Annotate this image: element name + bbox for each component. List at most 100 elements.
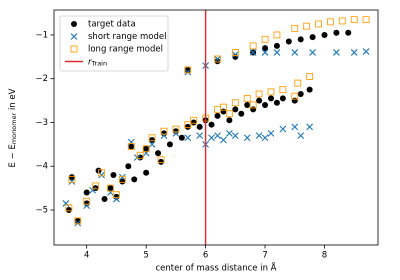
point — [89, 186, 97, 194]
point — [261, 134, 269, 142]
point — [157, 156, 165, 164]
point — [196, 123, 203, 130]
point — [243, 94, 251, 102]
point — [231, 51, 239, 59]
point — [273, 99, 280, 106]
legend-marker — [70, 45, 78, 53]
point — [172, 125, 180, 133]
x-tick-label: 6 — [203, 251, 208, 261]
point — [214, 132, 221, 139]
point — [219, 103, 227, 111]
point — [160, 127, 168, 135]
legend-label-subscript: Train — [91, 60, 108, 68]
point — [231, 48, 239, 56]
point — [184, 66, 191, 73]
point — [113, 195, 120, 203]
point — [338, 17, 346, 25]
point — [136, 151, 144, 159]
point — [74, 219, 82, 227]
point — [92, 185, 99, 192]
y-tick-label: −3 — [35, 118, 48, 128]
point — [267, 88, 275, 96]
point — [294, 79, 302, 87]
point — [208, 121, 215, 128]
point — [345, 29, 352, 36]
point — [65, 206, 72, 213]
point — [166, 141, 173, 148]
point — [196, 132, 204, 139]
point — [303, 22, 311, 30]
point — [172, 128, 179, 135]
point — [74, 217, 82, 225]
point — [249, 42, 257, 50]
point — [214, 112, 221, 119]
point — [220, 136, 227, 144]
point — [107, 185, 114, 192]
point — [267, 130, 275, 137]
point — [119, 178, 126, 185]
point — [184, 121, 192, 129]
point — [238, 110, 245, 117]
point — [137, 154, 144, 161]
y-axis-label: E − Emonomer in eV — [8, 88, 19, 167]
point — [306, 86, 313, 93]
point — [83, 197, 91, 205]
point — [98, 171, 105, 179]
y-tick-label: −5 — [35, 205, 48, 215]
point — [184, 66, 192, 74]
point — [285, 38, 292, 45]
legend-label: short range model — [88, 32, 166, 42]
point — [244, 101, 251, 108]
point — [306, 73, 314, 80]
point — [110, 171, 117, 178]
point — [68, 178, 76, 185]
point — [273, 49, 281, 56]
x-tick-label: 4 — [84, 251, 89, 261]
point — [225, 130, 233, 137]
point — [148, 140, 156, 148]
point — [190, 116, 198, 124]
point — [113, 193, 120, 200]
point — [226, 117, 233, 124]
point — [214, 58, 221, 65]
point — [291, 49, 299, 56]
point — [231, 99, 239, 107]
x-axis-label: center of mass distance in Å — [156, 262, 277, 274]
point — [92, 182, 100, 190]
point — [291, 97, 298, 104]
point — [98, 169, 106, 177]
point — [143, 169, 150, 176]
point — [309, 49, 316, 56]
point — [261, 35, 269, 43]
point — [326, 18, 334, 26]
point — [160, 130, 167, 137]
point — [83, 202, 91, 210]
point — [160, 132, 168, 139]
point — [306, 123, 314, 131]
x-tick-label: 5 — [143, 251, 148, 261]
point — [65, 204, 73, 212]
point — [249, 101, 257, 109]
point — [291, 92, 299, 100]
point — [131, 176, 138, 183]
point — [83, 200, 90, 207]
point — [350, 16, 358, 24]
point — [112, 191, 120, 199]
point — [125, 163, 132, 170]
point — [184, 134, 192, 142]
point — [118, 175, 126, 183]
point — [250, 106, 257, 113]
point — [220, 108, 227, 115]
point — [128, 143, 135, 150]
point — [127, 143, 135, 150]
point — [172, 130, 180, 137]
point — [148, 134, 156, 142]
point — [118, 173, 126, 181]
point — [225, 110, 233, 118]
point — [273, 31, 281, 39]
point — [255, 90, 263, 98]
legend: target data short range model long range m… — [59, 15, 169, 72]
point — [243, 134, 251, 142]
y-tick-label: −1 — [35, 30, 48, 40]
